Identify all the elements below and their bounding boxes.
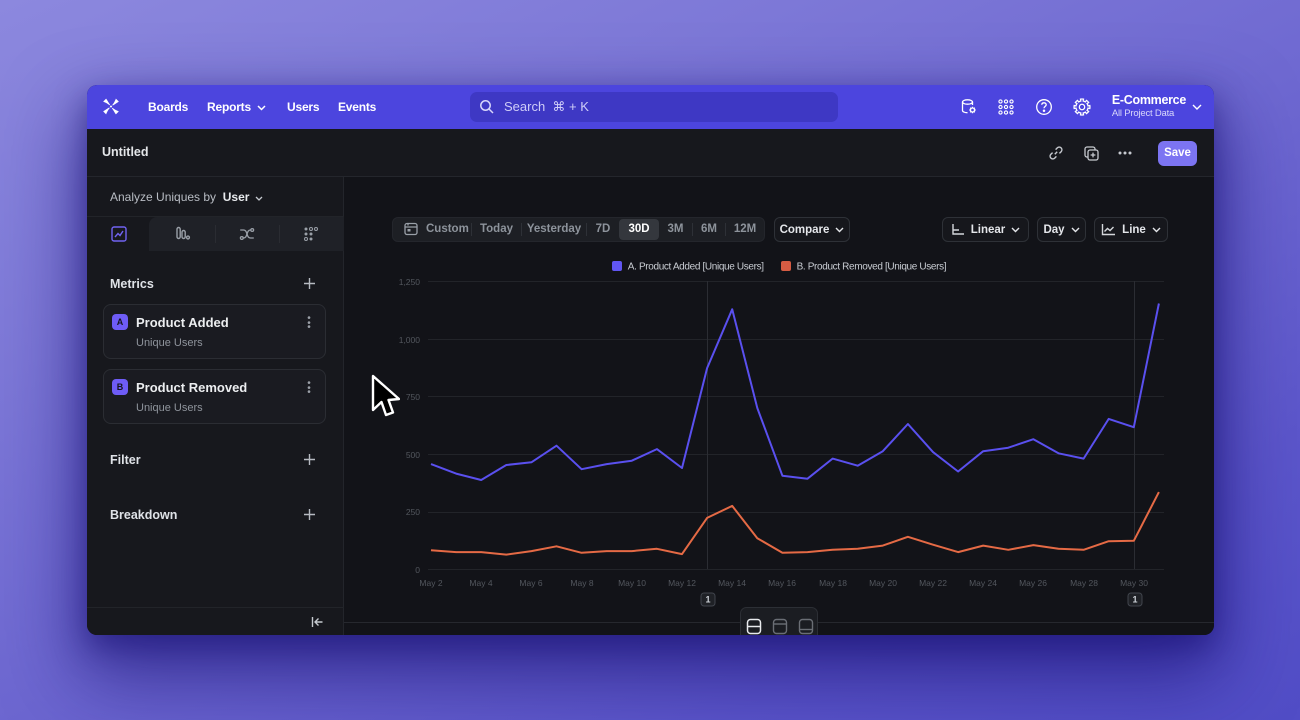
svg-text:May 18: May 18 xyxy=(819,578,847,588)
svg-text:May 10: May 10 xyxy=(618,578,646,588)
svg-text:May 24: May 24 xyxy=(969,578,997,588)
svg-text:750: 750 xyxy=(406,392,420,402)
svg-text:0: 0 xyxy=(415,565,420,575)
svg-text:1: 1 xyxy=(1132,595,1137,605)
svg-text:250: 250 xyxy=(406,507,420,517)
svg-text:May 16: May 16 xyxy=(768,578,796,588)
svg-text:May 14: May 14 xyxy=(718,578,746,588)
svg-text:500: 500 xyxy=(406,450,420,460)
svg-text:May 30: May 30 xyxy=(1120,578,1148,588)
svg-text:May 22: May 22 xyxy=(919,578,947,588)
svg-text:1,000: 1,000 xyxy=(399,335,421,345)
svg-text:May 26: May 26 xyxy=(1019,578,1047,588)
svg-text:1,250: 1,250 xyxy=(399,277,421,287)
svg-text:May 12: May 12 xyxy=(668,578,696,588)
svg-text:1: 1 xyxy=(705,595,710,605)
svg-text:May 8: May 8 xyxy=(570,578,593,588)
svg-text:May 20: May 20 xyxy=(869,578,897,588)
svg-text:May 6: May 6 xyxy=(519,578,542,588)
svg-text:May 2: May 2 xyxy=(419,578,442,588)
svg-text:May 28: May 28 xyxy=(1070,578,1098,588)
svg-text:May 4: May 4 xyxy=(469,578,492,588)
